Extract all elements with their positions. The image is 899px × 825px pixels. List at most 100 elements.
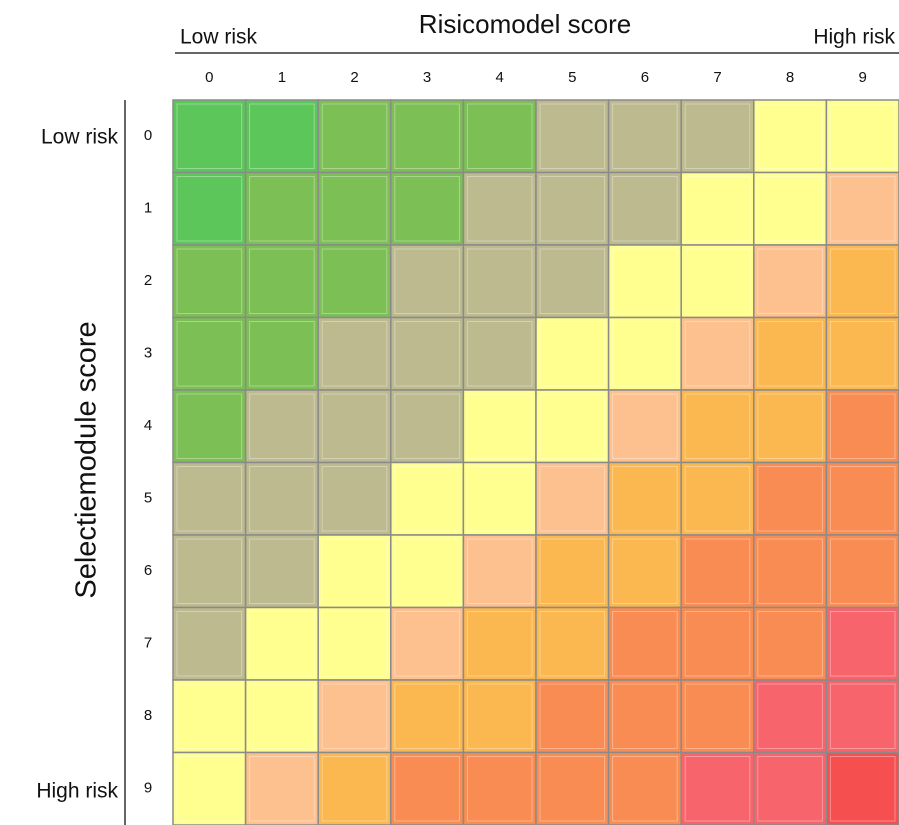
cell	[535, 316, 610, 391]
cell	[753, 606, 828, 681]
cell	[825, 606, 899, 681]
y-high-label: High risk	[36, 780, 118, 803]
cell	[607, 606, 682, 681]
x-tick-label: 6	[641, 69, 649, 86]
cell	[317, 99, 392, 174]
cell-inner	[466, 756, 533, 822]
cell	[244, 316, 319, 391]
y-tick-label: 4	[144, 417, 152, 434]
cell-inner	[249, 321, 315, 387]
cell-inner	[612, 538, 678, 604]
cell-inner	[321, 538, 388, 604]
cell	[825, 244, 899, 319]
cell	[390, 389, 465, 464]
cell-inner	[539, 683, 606, 749]
cell	[753, 389, 828, 464]
y-tick-label: 9	[144, 780, 152, 797]
cell-inner	[612, 103, 678, 169]
cell-inner	[321, 466, 388, 532]
cell	[172, 606, 247, 681]
cell-inner	[394, 248, 460, 314]
cell-inner	[757, 611, 823, 677]
x-tick-label: 3	[423, 69, 431, 86]
cell	[462, 244, 537, 319]
y-tick-label: 1	[144, 200, 152, 217]
cell-inner	[829, 466, 896, 532]
cell	[462, 99, 537, 174]
cell	[317, 316, 392, 391]
cell	[390, 534, 465, 609]
cell-inner	[249, 538, 315, 604]
cell	[680, 244, 755, 319]
cell	[535, 679, 610, 754]
cell-inner	[394, 176, 460, 242]
x-tick-label: 7	[713, 69, 721, 86]
cell-inner	[394, 683, 460, 749]
cell-inner	[321, 393, 388, 459]
cell	[172, 461, 247, 536]
x-low-label: Low risk	[180, 26, 258, 49]
cell	[172, 751, 247, 825]
cell	[462, 751, 537, 825]
cell-inner	[829, 176, 896, 242]
x-tick-label: 5	[568, 69, 576, 86]
y-tick-label: 2	[144, 272, 152, 289]
x-tick-label: 2	[350, 69, 358, 86]
cell	[244, 534, 319, 609]
cell-inner	[539, 248, 606, 314]
cell-inner	[829, 321, 896, 387]
cell	[607, 534, 682, 609]
cell	[390, 606, 465, 681]
x-tick-label: 4	[496, 69, 504, 86]
cell-inner	[612, 321, 678, 387]
cell-inner	[539, 611, 606, 677]
cell	[462, 606, 537, 681]
cell-inner	[612, 393, 678, 459]
cell-inner	[684, 321, 751, 387]
x-tick-label: 9	[859, 69, 867, 86]
cell-inner	[249, 248, 315, 314]
cell-inner	[539, 756, 606, 822]
cell	[753, 316, 828, 391]
cell	[317, 606, 392, 681]
cell-inner	[176, 756, 243, 822]
cell-inner	[249, 103, 315, 169]
cell	[753, 461, 828, 536]
cell	[172, 679, 247, 754]
cell	[244, 99, 319, 174]
cell	[244, 751, 319, 825]
cell	[390, 316, 465, 391]
cell-inner	[321, 103, 388, 169]
cell-inner	[684, 756, 751, 822]
cell-inner	[757, 248, 823, 314]
cell-inner	[466, 248, 533, 314]
cell	[753, 534, 828, 609]
cell	[462, 389, 537, 464]
cell	[607, 679, 682, 754]
cell	[680, 461, 755, 536]
cell	[244, 679, 319, 754]
cell	[680, 99, 755, 174]
cell-inner	[249, 393, 315, 459]
cell	[680, 534, 755, 609]
cell	[535, 244, 610, 319]
cell-inner	[394, 466, 460, 532]
cell-inner	[829, 756, 896, 822]
cell	[390, 99, 465, 174]
cell-inner	[684, 393, 751, 459]
cell-inner	[321, 176, 388, 242]
cell-inner	[466, 611, 533, 677]
cell-inner	[394, 756, 460, 822]
cell	[680, 389, 755, 464]
cell	[390, 244, 465, 319]
cell	[462, 534, 537, 609]
cell-inner	[757, 103, 823, 169]
cell-inner	[829, 611, 896, 677]
y-tick-label: 3	[144, 345, 152, 362]
y-low-label: Low risk	[41, 126, 119, 149]
cell-inner	[829, 248, 896, 314]
cell	[535, 389, 610, 464]
cell	[244, 606, 319, 681]
y-tick-label: 5	[144, 490, 152, 507]
cell	[607, 461, 682, 536]
